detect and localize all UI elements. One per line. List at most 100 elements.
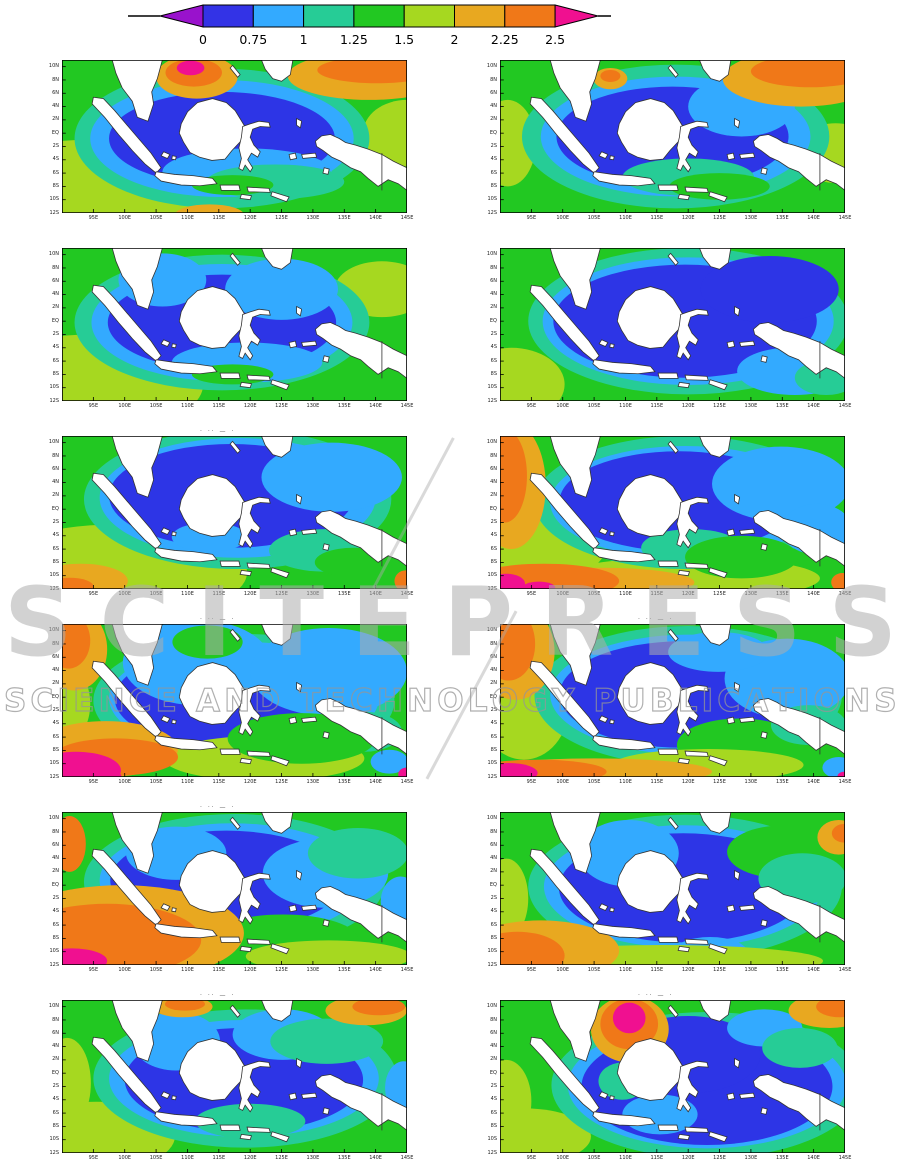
lon-axis: 95E 100E 105E 110E 115E 120E 125E 130E 135E 140E 1… <box>500 402 852 412</box>
lat-tick-label: 6S <box>52 1109 59 1116</box>
lat-tick-label: EQ <box>489 1069 497 1076</box>
lat-tick-label: 10S <box>487 572 497 579</box>
colorbar-tick-label: 0.75 <box>239 32 267 47</box>
lon-tick-label: 110E <box>181 403 194 409</box>
lon-tick-label: 105E <box>149 403 163 409</box>
lon-tick-label: 100E <box>556 403 570 409</box>
lon-tick-label: 105E <box>149 967 163 973</box>
lon-tick-label: 140E <box>807 215 820 221</box>
lon-tick-label: 100E <box>118 215 132 221</box>
contour-map <box>500 812 845 965</box>
lat-tick-label: 8S <box>490 934 497 941</box>
lon-tick-label: 125E <box>713 1155 726 1161</box>
lon-tick-label: 145E <box>838 591 852 597</box>
contour-map <box>500 60 845 213</box>
lat-tick-label: 8N <box>490 828 497 835</box>
lat-tick-label: 10S <box>49 948 59 955</box>
map-panel-row4-left: · ·· — · 10N 8N 6N 4N 2N EQ 2S 4S 6S 8S 10S 12S 95E 10… <box>49 617 413 789</box>
map-panel-row6-right: · ·· — · 10N 8N 6N 4N 2N EQ 2S 4S 6S 8S 10S 12S 95E 10… <box>487 993 852 1165</box>
lat-tick-label: 12S <box>49 397 59 404</box>
lat-tick-label: EQ <box>489 881 497 888</box>
lat-tick-label: 2S <box>52 707 59 713</box>
lat-tick-label: 12S <box>49 961 59 968</box>
lat-tick-label: 12S <box>487 1149 497 1156</box>
lat-tick-label: 4N <box>52 479 59 486</box>
lat-tick-label: EQ <box>489 317 497 324</box>
lat-tick-label: 12S <box>49 773 59 780</box>
lat-tick-label: 10S <box>487 760 497 767</box>
lat-tick-label: 2S <box>52 331 59 337</box>
map-panel-row3-right: 10N 8N 6N 4N 2N EQ 2S 4S 6S 8S 10S 12S 95E 100E 105E 11… <box>487 436 852 601</box>
lon-tick-label: 120E <box>243 403 257 409</box>
contour-map <box>500 1000 845 1153</box>
panel-title-marks: · ·· — · <box>200 428 236 435</box>
contour-map <box>62 436 407 589</box>
colorbar-segment <box>403 4 456 28</box>
lon-tick-label: 120E <box>681 1155 695 1161</box>
lon-tick-label: 140E <box>369 1155 382 1161</box>
map-panel-row1-left: 10N 8N 6N 4N 2N EQ 2S 4S 6S 8S 10S 12S 95E 100E 105E 11… <box>49 60 413 225</box>
lat-tick-label: 8S <box>52 1122 59 1129</box>
lon-tick-label: 135E <box>775 779 789 785</box>
lon-tick-label: 140E <box>369 967 382 973</box>
lat-tick-label: 12S <box>49 1149 59 1156</box>
lat-tick-label: 2S <box>52 143 59 149</box>
map-panel-grid: 10N 8N 6N 4N 2N EQ 2S 4S 6S 8S 10S 12S 95E 100E 105E 11… <box>49 60 852 1165</box>
lon-tick-label: 140E <box>369 403 382 409</box>
lon-tick-label: 105E <box>587 591 601 597</box>
lat-tick-label: 4S <box>490 908 497 915</box>
lon-axis: 95E 100E 105E 110E 115E 120E 125E 130E 135E 140E 1… <box>500 590 852 600</box>
lon-tick-label: 130E <box>306 1155 320 1161</box>
lon-tick-label: 145E <box>838 215 852 221</box>
lon-tick-label: 95E <box>88 591 99 597</box>
lat-tick-label: 2S <box>490 707 497 713</box>
lon-tick-label: 135E <box>775 967 789 973</box>
lon-tick-label: 120E <box>243 967 257 973</box>
lat-tick-label: EQ <box>51 129 59 136</box>
lon-tick-label: 135E <box>337 967 351 973</box>
lat-tick-label: 10N <box>48 627 59 634</box>
lat-tick-label: 12S <box>49 585 59 592</box>
lat-tick-label: 10N <box>48 63 59 70</box>
lon-axis: 95E 100E 105E 110E 115E 120E 125E 130E 135E 140E 1… <box>500 1154 852 1164</box>
lat-tick-label: 6S <box>490 921 497 928</box>
lat-tick-label: 8N <box>52 264 59 271</box>
contour-map <box>62 248 407 401</box>
colorbar-tick-label: 1 <box>300 32 308 47</box>
lat-tick-label: 6N <box>490 89 497 96</box>
panel-title-marks: · ·· — · <box>638 616 674 623</box>
contour-map <box>500 624 845 777</box>
lat-tick-label: 2S <box>490 143 497 149</box>
lat-tick-label: 8S <box>490 182 497 189</box>
lat-tick-label: 10N <box>486 439 497 446</box>
lon-tick-label: 105E <box>149 215 163 221</box>
colorbar: 0 0.75 1 1.25 1.5 2 2.25 2.5 <box>128 1 612 49</box>
colorbar-segment <box>504 4 556 28</box>
lon-tick-label: 130E <box>306 403 320 409</box>
lon-tick-label: 120E <box>243 779 257 785</box>
lat-tick-label: 4S <box>490 532 497 539</box>
lat-tick-label: 6S <box>490 169 497 176</box>
lon-tick-label: 115E <box>212 779 226 785</box>
lat-tick-label: 4S <box>490 1096 497 1103</box>
lat-tick-label: 2N <box>490 868 497 875</box>
lat-tick-label: 10S <box>487 384 497 391</box>
lon-tick-label: 110E <box>619 1155 632 1161</box>
watermark-letter: N <box>844 683 871 719</box>
lon-tick-label: 115E <box>650 1155 664 1161</box>
lon-tick-label: 110E <box>181 591 194 597</box>
lon-tick-label: 105E <box>149 591 163 597</box>
lon-tick-label: 105E <box>587 967 601 973</box>
lon-tick-label: 140E <box>369 591 382 597</box>
lat-tick-label: EQ <box>51 881 59 888</box>
lat-tick-label: 2N <box>52 680 59 687</box>
lon-tick-label: 115E <box>650 215 664 221</box>
lat-tick-label: 4N <box>490 291 497 298</box>
lat-tick-label: 4S <box>490 720 497 727</box>
lat-tick-label: 2N <box>490 116 497 123</box>
lat-tick-label: 4S <box>490 344 497 351</box>
lat-tick-label: 2S <box>52 1083 59 1089</box>
lat-tick-label: 8N <box>52 1016 59 1023</box>
lon-tick-label: 145E <box>400 403 414 409</box>
colorbar-tick-label: 2.25 <box>491 32 519 47</box>
